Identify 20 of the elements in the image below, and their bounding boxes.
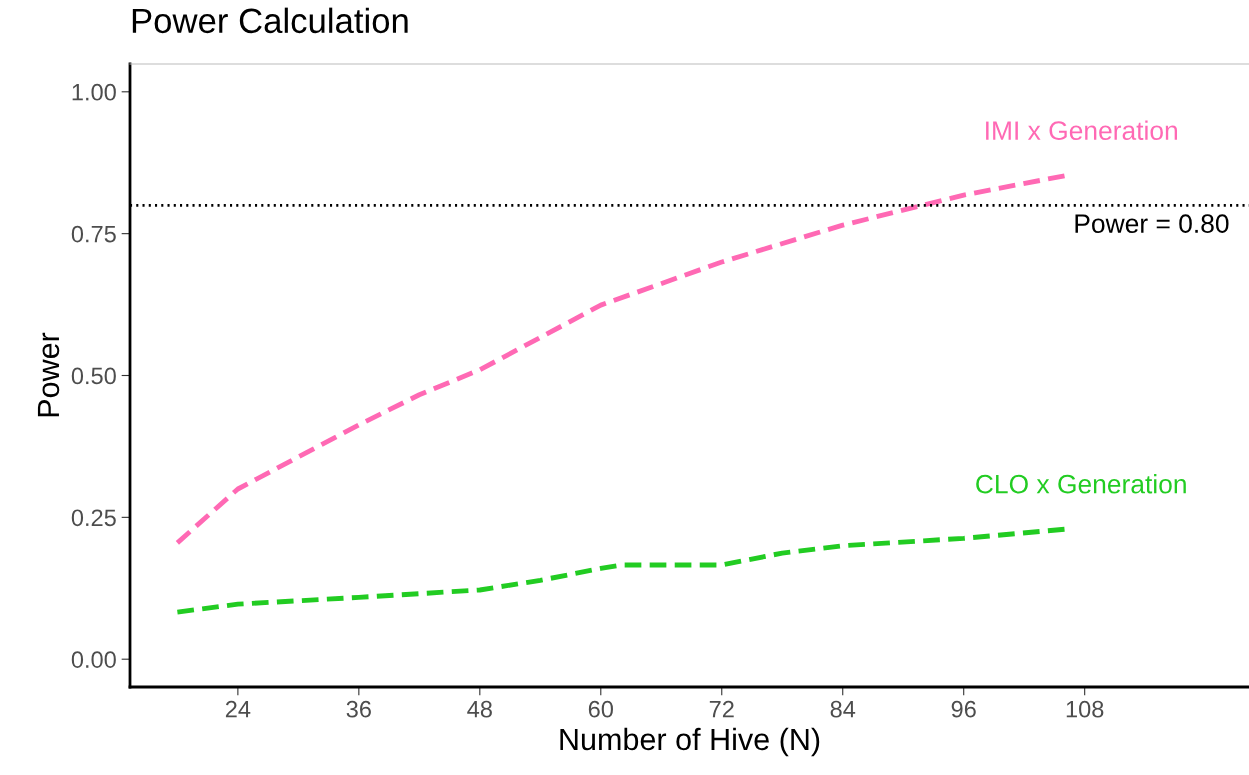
- x-tick-label: 72: [709, 700, 734, 718]
- x-tick-label: 24: [225, 700, 251, 718]
- y-tick-label: 0.75: [71, 225, 116, 243]
- y-tick-label: 0.00: [71, 651, 116, 668]
- y-tick-label: 0.25: [71, 509, 116, 527]
- series-label: CLO x Generation: [976, 474, 1186, 494]
- series-label: IMI x Generation: [986, 120, 1178, 141]
- y-tick-label: 1.00: [72, 83, 116, 101]
- chart-title: Power Calculation: [132, 7, 408, 34]
- ref-line-label: Power = 0.80: [1075, 214, 1229, 233]
- x-tick-label: 96: [951, 700, 976, 718]
- x-axis-title: Number of Hive (N): [560, 727, 820, 757]
- y-axis-title: Power: [37, 332, 60, 417]
- x-tick-label: 48: [467, 700, 492, 718]
- y-tick-label: 0.50: [71, 367, 116, 385]
- x-tick-label: 60: [588, 700, 613, 718]
- x-tick-label: 84: [830, 700, 856, 718]
- x-tick-label: 36: [346, 700, 371, 718]
- line-series: [174, 526, 1067, 615]
- x-tick-label: 108: [1066, 700, 1104, 718]
